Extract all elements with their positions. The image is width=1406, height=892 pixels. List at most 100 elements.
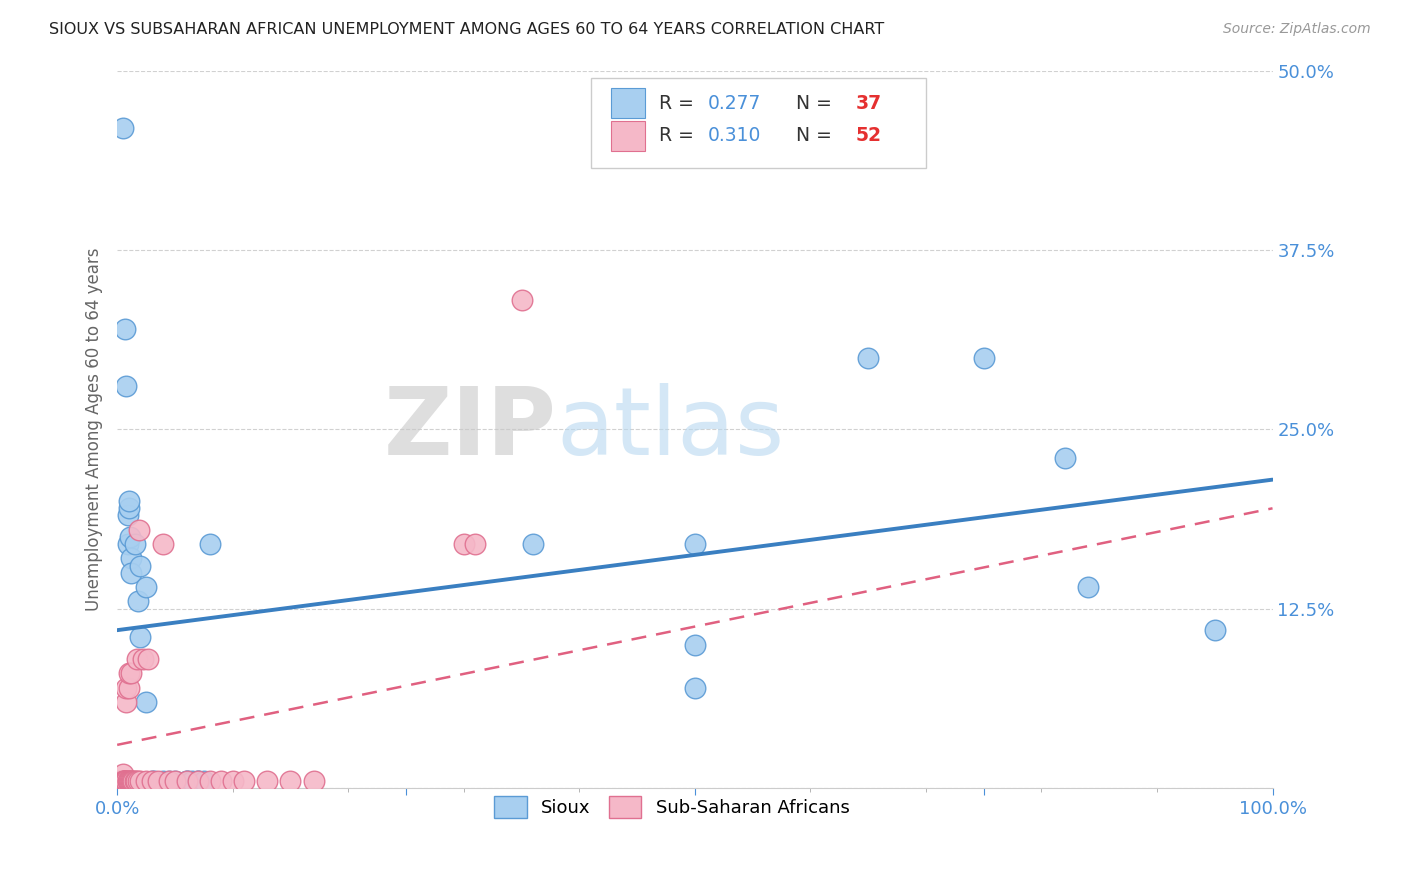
Point bbox=[110, 773, 132, 788]
Point bbox=[117, 508, 139, 523]
Point bbox=[176, 773, 198, 788]
Point bbox=[193, 773, 215, 788]
Point bbox=[181, 773, 204, 788]
Point bbox=[135, 773, 157, 788]
Point bbox=[135, 695, 157, 709]
Point bbox=[115, 773, 138, 788]
Point bbox=[120, 773, 142, 788]
Point bbox=[973, 351, 995, 365]
Point bbox=[233, 773, 256, 788]
Point bbox=[163, 773, 186, 788]
Point bbox=[152, 537, 174, 551]
Point bbox=[110, 773, 132, 788]
Point bbox=[187, 773, 209, 788]
Point bbox=[117, 773, 139, 788]
Point bbox=[256, 773, 278, 788]
Point bbox=[163, 773, 186, 788]
Point bbox=[176, 773, 198, 788]
Text: 0.310: 0.310 bbox=[707, 126, 761, 145]
Point bbox=[510, 293, 533, 308]
Point bbox=[112, 773, 135, 788]
Point bbox=[114, 773, 136, 788]
Point bbox=[118, 666, 141, 681]
Y-axis label: Unemployment Among Ages 60 to 64 years: Unemployment Among Ages 60 to 64 years bbox=[86, 248, 103, 611]
Point bbox=[157, 773, 180, 788]
Point bbox=[124, 773, 146, 788]
Point bbox=[124, 537, 146, 551]
Text: R =: R = bbox=[659, 126, 700, 145]
Point bbox=[125, 652, 148, 666]
Point bbox=[683, 681, 706, 695]
Point bbox=[522, 537, 544, 551]
Point bbox=[120, 551, 142, 566]
Point bbox=[209, 773, 232, 788]
Point bbox=[683, 638, 706, 652]
Point bbox=[129, 631, 152, 645]
Point bbox=[108, 773, 131, 788]
Point bbox=[683, 537, 706, 551]
Point bbox=[114, 322, 136, 336]
Text: 0.277: 0.277 bbox=[707, 94, 761, 112]
Point bbox=[112, 773, 135, 788]
Point bbox=[302, 773, 325, 788]
Point bbox=[118, 773, 141, 788]
Point bbox=[120, 666, 142, 681]
FancyBboxPatch shape bbox=[610, 88, 645, 119]
Text: ZIP: ZIP bbox=[384, 384, 557, 475]
Point bbox=[143, 773, 166, 788]
Point bbox=[464, 537, 486, 551]
Point bbox=[115, 695, 138, 709]
Text: 37: 37 bbox=[855, 94, 882, 112]
Text: N =: N = bbox=[783, 94, 838, 112]
Point bbox=[111, 773, 134, 788]
Point bbox=[118, 494, 141, 508]
Point bbox=[118, 773, 141, 788]
Point bbox=[121, 773, 143, 788]
Point bbox=[127, 594, 149, 608]
Point bbox=[141, 773, 163, 788]
Point bbox=[135, 580, 157, 594]
Point bbox=[152, 773, 174, 788]
Point bbox=[118, 530, 141, 544]
Point bbox=[198, 537, 221, 551]
Point bbox=[117, 773, 139, 788]
Text: Source: ZipAtlas.com: Source: ZipAtlas.com bbox=[1223, 22, 1371, 37]
Text: SIOUX VS SUBSAHARAN AFRICAN UNEMPLOYMENT AMONG AGES 60 TO 64 YEARS CORRELATION C: SIOUX VS SUBSAHARAN AFRICAN UNEMPLOYMENT… bbox=[49, 22, 884, 37]
FancyBboxPatch shape bbox=[591, 78, 927, 168]
Point bbox=[131, 652, 153, 666]
Legend: Sioux, Sub-Saharan Africans: Sioux, Sub-Saharan Africans bbox=[486, 789, 856, 825]
Point bbox=[129, 773, 152, 788]
Point bbox=[1077, 580, 1099, 594]
Point bbox=[115, 379, 138, 393]
Text: N =: N = bbox=[783, 126, 838, 145]
Point bbox=[128, 523, 150, 537]
Point bbox=[138, 652, 160, 666]
FancyBboxPatch shape bbox=[610, 120, 645, 151]
Point bbox=[118, 681, 141, 695]
Point bbox=[111, 773, 134, 788]
Point bbox=[141, 773, 163, 788]
Point bbox=[146, 773, 169, 788]
Point bbox=[157, 773, 180, 788]
Point bbox=[111, 773, 134, 788]
Point bbox=[453, 537, 475, 551]
Point bbox=[111, 121, 134, 136]
Point bbox=[122, 773, 145, 788]
Point bbox=[1053, 451, 1076, 466]
Point bbox=[112, 773, 135, 788]
Point bbox=[117, 537, 139, 551]
Point bbox=[280, 773, 302, 788]
Point bbox=[222, 773, 245, 788]
Text: 52: 52 bbox=[855, 126, 882, 145]
Point bbox=[1204, 623, 1226, 637]
Point bbox=[118, 501, 141, 516]
Point bbox=[176, 773, 198, 788]
Point bbox=[114, 773, 136, 788]
Point bbox=[124, 773, 146, 788]
Point bbox=[129, 558, 152, 573]
Point bbox=[187, 773, 209, 788]
Point bbox=[111, 766, 134, 780]
Point bbox=[127, 773, 149, 788]
Point bbox=[856, 351, 879, 365]
Point bbox=[187, 773, 209, 788]
